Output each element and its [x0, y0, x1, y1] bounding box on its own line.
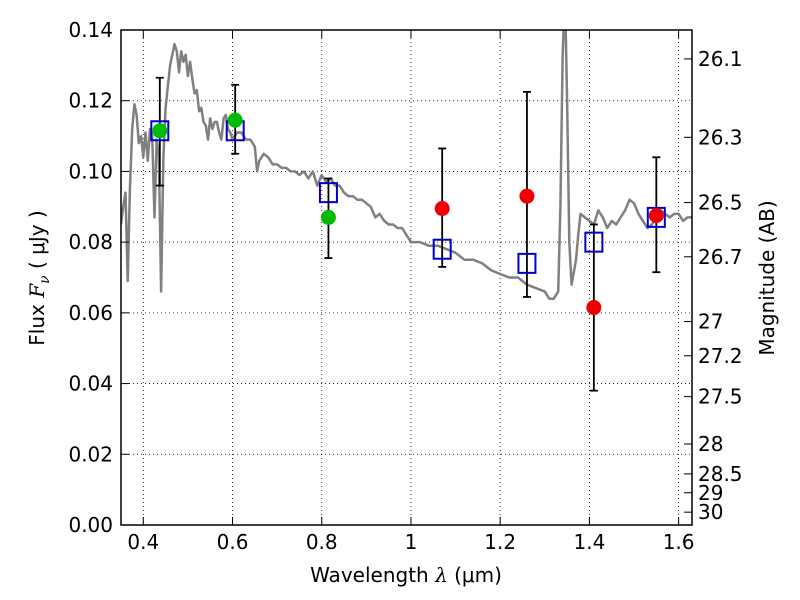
x-tick-label: 1.6	[663, 530, 695, 554]
observed-circle-marker	[648, 208, 664, 224]
y-right-tick-label: 27	[698, 310, 723, 334]
y-right-tick-label: 26.1	[698, 47, 743, 71]
x-tick-label: 1	[405, 530, 418, 554]
model-square-marker	[646, 206, 666, 228]
y-tick-label: 0.04	[68, 372, 113, 396]
x-tick-label: 0.8	[306, 530, 338, 554]
y-right-tick-label: 28.5	[698, 462, 743, 486]
observed-circle-marker	[519, 188, 535, 204]
y-right-tick-label: 28	[698, 432, 723, 456]
y-tick-label: 0.00	[68, 513, 113, 537]
y-tick-label: 0.10	[68, 159, 113, 183]
spectrum-line	[121, 30, 692, 300]
observed-circle-marker	[227, 112, 243, 128]
observed-circle-marker	[434, 201, 450, 217]
y-tick-label: 0.08	[68, 230, 113, 254]
y-tick-label: 0.06	[68, 301, 113, 325]
observed-circle-marker	[152, 123, 168, 139]
observed-circle-marker	[586, 300, 602, 316]
y-right-tick-label: 27.2	[698, 344, 743, 368]
y-right-tick-label: 26.5	[698, 191, 743, 215]
y-right-tick-label: 30	[698, 500, 723, 524]
y-right-tick-label: 26.7	[698, 245, 743, 269]
x-tick-label: 1.2	[484, 530, 516, 554]
y-tick-label: 0.02	[68, 442, 113, 466]
y-tick-label: 0.12	[68, 89, 113, 113]
plot-area	[121, 30, 692, 392]
x-axis-label: Wavelength λ (μm)	[310, 563, 502, 587]
axis-ticks: 0.4 0.6 0.8 1 1.2 1.4 1.6 0.00 0.02 0.04 0.06 0.08 0…	[68, 18, 742, 554]
model-square-marker	[432, 238, 452, 260]
x-tick-label: 1.4	[573, 530, 605, 554]
grid	[121, 29, 692, 526]
y-right-tick-label: 26.3	[698, 125, 743, 149]
model-square-marker	[318, 182, 338, 204]
y-right-tick-label: 27.5	[698, 385, 743, 409]
axes-frame	[120, 29, 693, 526]
model-square-marker	[584, 231, 604, 253]
y-tick-label: 0.14	[68, 18, 113, 42]
x-tick-label: 0.6	[217, 530, 249, 554]
model-square-marker	[517, 252, 537, 274]
observed-circle-marker	[320, 209, 336, 225]
x-tick-label: 0.4	[127, 530, 159, 554]
y-axis-right-label: Magnitude (AB)	[755, 200, 779, 355]
model-square-marker	[150, 120, 170, 142]
y-right-tick-label: 29	[698, 481, 723, 505]
y-axis-label: Flux Fν ( μJy )	[25, 210, 53, 345]
